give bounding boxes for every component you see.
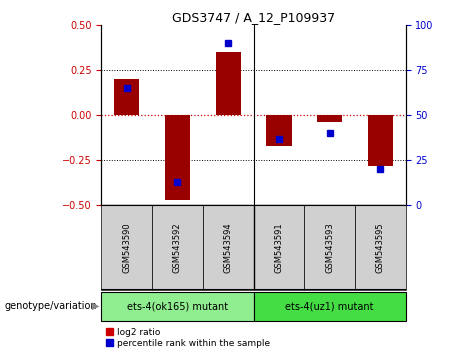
Text: GSM543593: GSM543593 bbox=[325, 222, 334, 273]
Bar bbox=[165, 115, 190, 200]
Text: GSM543595: GSM543595 bbox=[376, 222, 385, 273]
Text: GSM543590: GSM543590 bbox=[122, 222, 131, 273]
Text: GSM543591: GSM543591 bbox=[274, 222, 284, 273]
Bar bbox=[317, 115, 342, 122]
Bar bbox=[368, 115, 393, 166]
Text: ▶: ▶ bbox=[92, 301, 99, 311]
Bar bbox=[101, 205, 152, 290]
Text: ets-4(ok165) mutant: ets-4(ok165) mutant bbox=[127, 301, 228, 311]
Bar bbox=[152, 205, 203, 290]
Bar bbox=[304, 205, 355, 290]
Bar bbox=[266, 115, 291, 146]
Bar bbox=[101, 292, 254, 321]
Text: genotype/variation: genotype/variation bbox=[5, 301, 97, 311]
Bar bbox=[254, 292, 406, 321]
Legend: log2 ratio, percentile rank within the sample: log2 ratio, percentile rank within the s… bbox=[106, 328, 270, 348]
Text: GSM543594: GSM543594 bbox=[224, 222, 233, 273]
Text: ets-4(uz1) mutant: ets-4(uz1) mutant bbox=[285, 301, 374, 311]
Bar bbox=[203, 205, 254, 290]
Text: GSM543592: GSM543592 bbox=[173, 222, 182, 273]
Bar bbox=[254, 205, 304, 290]
Title: GDS3747 / A_12_P109937: GDS3747 / A_12_P109937 bbox=[172, 11, 335, 24]
Bar bbox=[216, 52, 241, 115]
Bar bbox=[355, 205, 406, 290]
Bar bbox=[114, 79, 140, 115]
